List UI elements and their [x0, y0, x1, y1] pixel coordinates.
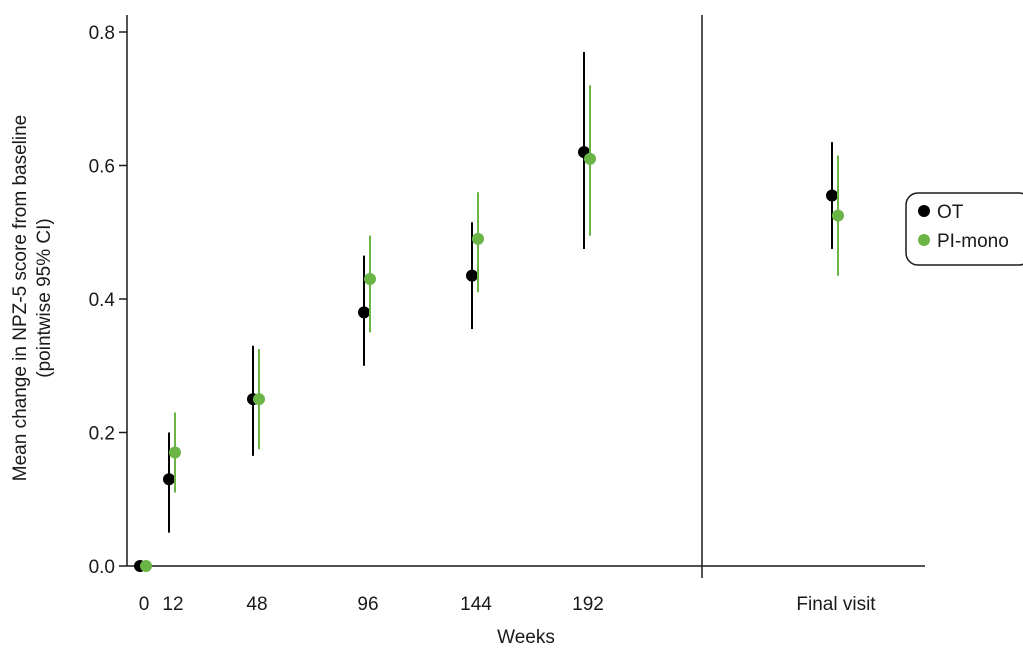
data-point [472, 232, 484, 245]
legend: OT PI-mono [905, 192, 1023, 266]
legend-box [905, 192, 1023, 266]
y-tick-label: 0.0 [89, 557, 115, 578]
legend-marker [918, 205, 930, 217]
y-tick-label: 0.6 [89, 157, 115, 178]
x-tick-label: 144 [460, 594, 492, 615]
y-tick-label: 0.2 [89, 424, 115, 445]
data-point [364, 272, 376, 285]
legend-marker [918, 234, 930, 246]
y-tick-label: 0.8 [89, 23, 115, 44]
data-point [163, 473, 175, 486]
data-point [832, 209, 844, 222]
data-point [358, 306, 370, 319]
data-point [826, 189, 838, 202]
data-point [466, 269, 478, 282]
x-tick-label: 192 [572, 594, 604, 615]
axes: 0.0 0.2 0.4 0.6 0.8 0 12 48 96 144 192 Final visit [89, 15, 925, 615]
y-axis-title-line2: (pointwise 95% CI) [34, 218, 55, 377]
data-point [169, 446, 181, 459]
marks [134, 52, 844, 572]
x-axis-title: Weeks [497, 627, 555, 648]
y-tick-label: 0.4 [89, 290, 116, 311]
y-axis-title-line1: Mean change in NPZ-5 score from baseline [10, 115, 31, 481]
x-tick-label: 48 [246, 594, 267, 615]
x-tick-label: Final visit [796, 594, 876, 615]
x-tick-label: 0 [139, 594, 150, 615]
data-point [253, 393, 265, 406]
legend-label: PI-mono [937, 231, 1009, 252]
x-tick-label: 96 [357, 594, 378, 615]
data-point [584, 152, 596, 165]
legend-label: OT [937, 202, 964, 223]
data-point [140, 560, 152, 572]
x-tick-label: 12 [162, 594, 183, 615]
